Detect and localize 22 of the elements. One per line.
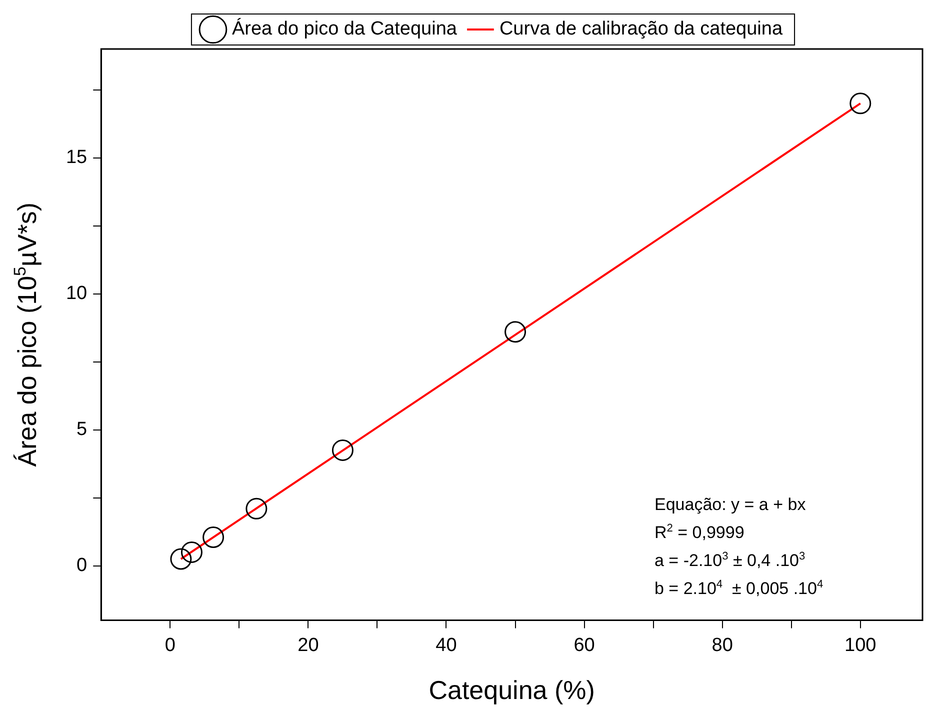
x-tick-label: 100 xyxy=(844,634,876,656)
y-tick-label: 5 xyxy=(76,419,88,440)
point xyxy=(180,541,202,563)
point xyxy=(246,498,268,520)
x-axis-title: Catequina (%) xyxy=(428,675,595,705)
y-tick-label: 15 xyxy=(66,147,88,168)
x-tick-label: 40 xyxy=(436,634,457,656)
y-tick-label: 10 xyxy=(66,283,88,304)
point xyxy=(170,548,192,570)
x-tick-label: 0 xyxy=(164,634,176,656)
annotation: Equação: y = a + bx xyxy=(654,495,806,514)
x-tick-label: 20 xyxy=(298,634,319,656)
x-tick-label: 60 xyxy=(574,634,595,656)
legend-label: Área do pico da Catequina xyxy=(232,18,458,40)
point xyxy=(850,92,872,114)
point xyxy=(504,321,526,343)
y-axis-title: Área do pico (105µV*s) xyxy=(10,202,42,467)
y-tick-label: 0 xyxy=(76,555,88,576)
point xyxy=(332,439,354,461)
x-tick-label: 80 xyxy=(712,634,733,656)
point xyxy=(202,526,224,548)
legend-label: Curva de calibração da catequina xyxy=(499,18,783,40)
